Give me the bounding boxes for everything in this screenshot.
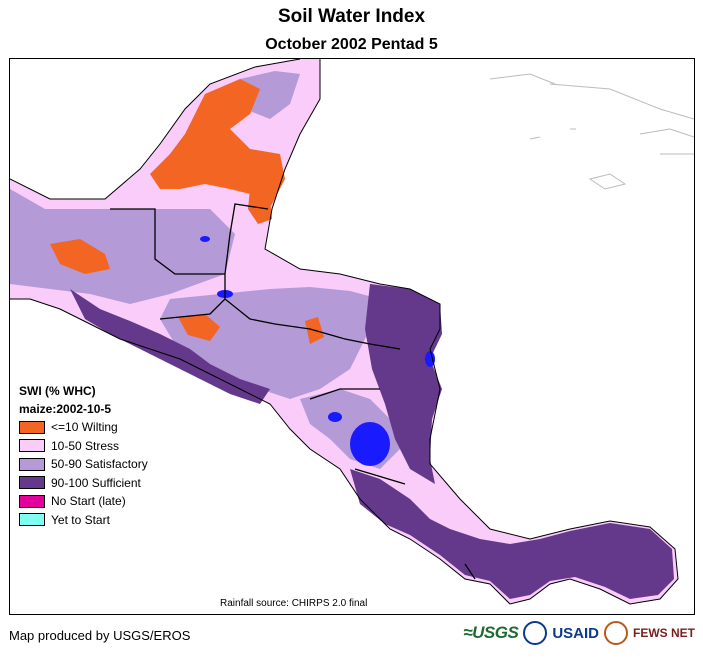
fews-seal-icon bbox=[604, 621, 628, 645]
region-wilting-yucatan bbox=[150, 79, 285, 219]
legend-swatch bbox=[19, 420, 45, 434]
coastline bbox=[10, 59, 679, 605]
legend: SWI (% WHC) maize:2002-10-5 <=10 Wilting… bbox=[19, 382, 189, 529]
lagoon-caribbean bbox=[425, 351, 435, 367]
region-wilting-chiapas bbox=[50, 239, 110, 274]
legend-swatch bbox=[19, 439, 45, 453]
region-sufficient-guatemala-coast bbox=[70, 289, 270, 404]
legend-subtitle: maize:2002-10-5 bbox=[19, 402, 112, 416]
legend-item-stress: 10-50 Stress bbox=[19, 437, 189, 456]
map-title: Soil Water Index bbox=[277, 6, 426, 27]
legend-swatch bbox=[19, 494, 45, 508]
legend-label: Yet to Start bbox=[51, 512, 110, 527]
legend-label: 10-50 Stress bbox=[51, 438, 120, 453]
map-subtitle: October 2002 Pentad 5 bbox=[265, 36, 438, 53]
legend-label: 50-90 Satisfactory bbox=[51, 457, 148, 472]
island-cayman bbox=[529, 128, 576, 140]
legend-title: SWI (% WHC) bbox=[19, 384, 96, 398]
legend-item-yet-to-start: Yet to Start bbox=[19, 511, 189, 530]
lake-managua bbox=[328, 412, 342, 422]
island-cuba bbox=[549, 83, 694, 120]
region-wilting-guatemala-south bbox=[178, 314, 220, 341]
region-satisfactory-yucatan bbox=[240, 71, 300, 119]
island-hispaniola bbox=[639, 128, 694, 155]
region-satisfactory-west bbox=[10, 189, 235, 304]
region-sufficient-mosquitia bbox=[365, 284, 442, 484]
legend-item-sufficient: 90-100 Sufficient bbox=[19, 474, 189, 493]
rainfall-source: Rainfall source: CHIRPS 2.0 final bbox=[220, 598, 368, 609]
legend-item-wilting: <=10 Wilting bbox=[19, 418, 189, 437]
legend-item-satisfactory: 50-90 Satisfactory bbox=[19, 455, 189, 474]
usgs-logo: ≈USGS bbox=[463, 623, 519, 642]
fews-net-logo: FEWS NET bbox=[633, 626, 695, 640]
legend-swatch bbox=[19, 513, 45, 527]
island-jamaica bbox=[588, 173, 627, 190]
lake-nicaragua bbox=[350, 422, 390, 466]
map-canvas bbox=[10, 59, 694, 605]
region-sufficient-costarica-panama bbox=[350, 469, 674, 599]
credit-text: Map produced by USGS/EROS bbox=[9, 628, 191, 643]
region-satisfactory-honduras bbox=[160, 287, 380, 399]
lake-peten bbox=[200, 236, 210, 242]
legend-label: <=10 Wilting bbox=[51, 420, 118, 435]
country-borders bbox=[110, 203, 476, 580]
legend-swatch bbox=[19, 476, 45, 490]
legend-swatch bbox=[19, 457, 45, 471]
legend-item-no-start: No Start (late) bbox=[19, 492, 189, 511]
usaid-seal-icon bbox=[523, 621, 548, 645]
region-wilting-campeche bbox=[248, 189, 272, 224]
usaid-logo: USAID bbox=[552, 624, 599, 642]
logo-strip: ≈USGS USAID FEWS NET bbox=[463, 621, 695, 645]
legend-label: No Start (late) bbox=[51, 494, 126, 509]
map-frame bbox=[9, 58, 695, 615]
island-cuba-west bbox=[489, 73, 556, 85]
legend-label: 90-100 Sufficient bbox=[51, 475, 141, 490]
